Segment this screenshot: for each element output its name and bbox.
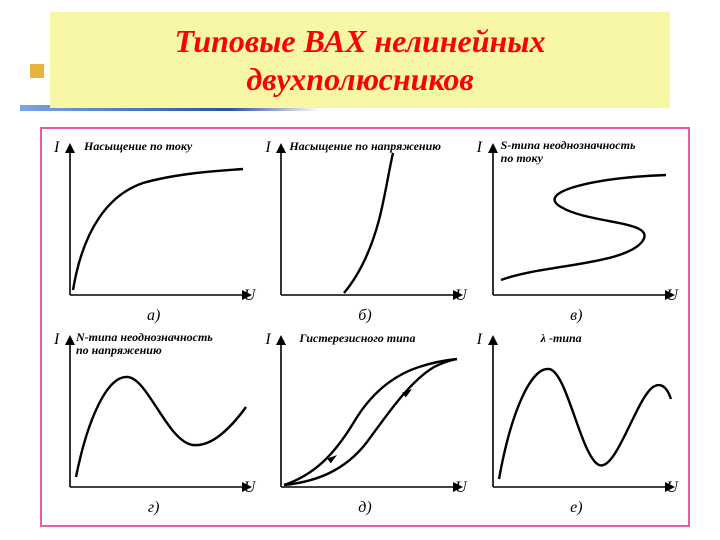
chart-caption: б) [358,307,371,325]
accent-square [30,64,44,78]
chart-caption: в) [570,307,582,325]
chart-svg [259,135,469,327]
y-axis-label: I [265,331,270,349]
x-axis-label: U [244,287,256,305]
chart-mini-title: Насыщение по напряжению [289,139,441,154]
chart-mini-title: N-типа неоднозначностьпо напряжению [76,331,213,356]
chart-b: I U Насыщение по напряжению б) [259,135,470,327]
y-axis-label: I [54,331,59,349]
chart-f: I U λ -типа е) [471,327,682,519]
chart-svg [48,135,258,327]
chart-c: I U S-типа неоднозначностьпо току в) [471,135,682,327]
chart-caption: д) [358,499,371,517]
chart-caption: е) [570,499,582,517]
chart-e: I U Гистерезисного типа д) [259,327,470,519]
x-axis-label: U [244,479,256,497]
chart-caption: г) [148,499,160,517]
chart-mini-title: Гистерезисного типа [299,331,415,346]
x-axis-label: U [455,479,467,497]
chart-mini-title: S-типа неоднозначностьпо току [501,139,636,164]
y-axis-label: I [477,331,482,349]
chart-d: I U N-типа неоднозначностьпо напряжению … [48,327,259,519]
charts-panel: I U Насыщение по току а) I U Насыщение п… [40,127,690,527]
y-axis-label: I [54,139,59,157]
x-axis-label: U [666,287,678,305]
title-text: Типовые ВАХ нелинейных двухполюсников [66,22,654,99]
chart-mini-title: Насыщение по току [84,139,192,154]
chart-svg [259,327,469,519]
x-axis-label: U [666,479,678,497]
page-title: Типовые ВАХ нелинейных двухполюсников [50,12,670,108]
chart-a: I U Насыщение по току а) [48,135,259,327]
y-axis-label: I [265,139,270,157]
chart-svg [471,327,681,519]
x-axis-label: U [455,287,467,305]
chart-caption: а) [147,307,160,325]
y-axis-label: I [477,139,482,157]
chart-mini-title: λ -типа [541,331,582,346]
